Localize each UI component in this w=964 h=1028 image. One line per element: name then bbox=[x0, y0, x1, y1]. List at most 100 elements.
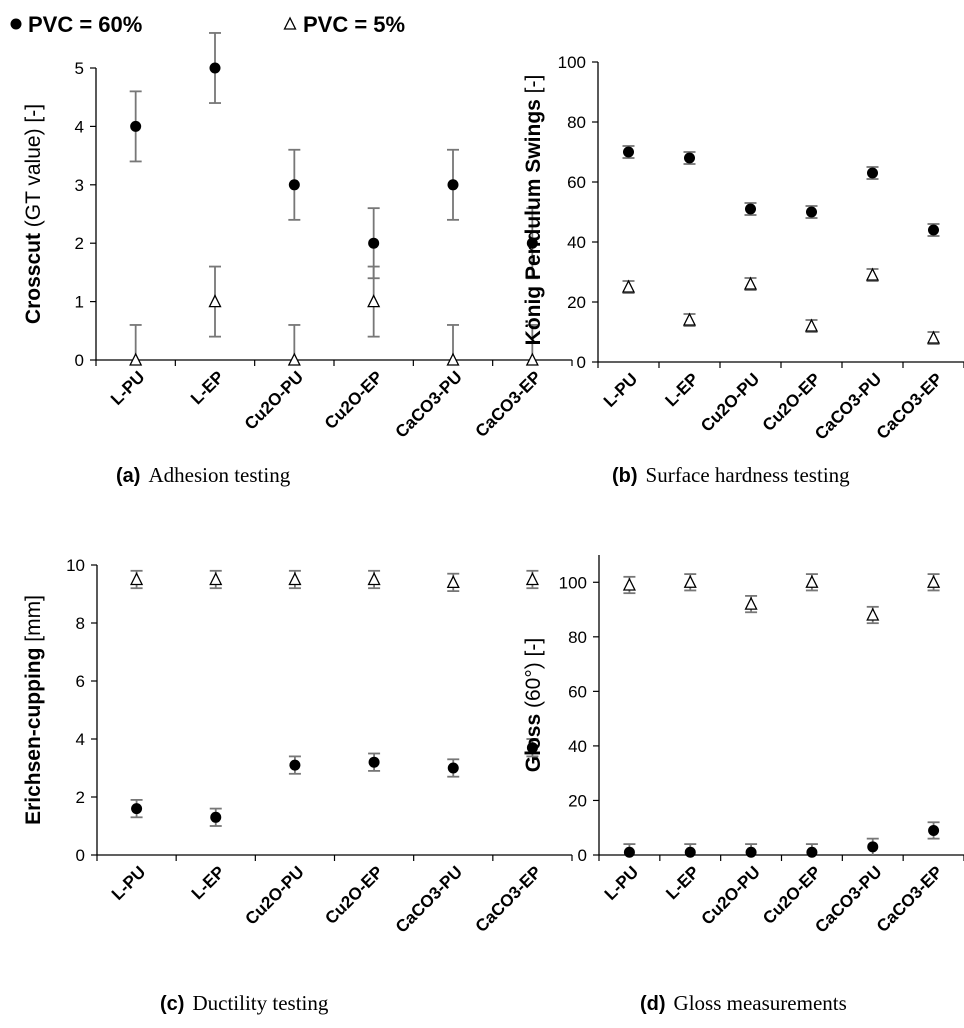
x-tick-label: CaCO3-EP bbox=[472, 862, 546, 936]
y-tick-label: 40 bbox=[567, 233, 586, 252]
data-point-circle bbox=[684, 152, 695, 164]
y-tick-label: 5 bbox=[75, 59, 84, 78]
legend-label-pvc-5: PVC = 5% bbox=[303, 12, 405, 37]
data-point-circle bbox=[623, 146, 634, 158]
data-point-triangle bbox=[208, 294, 222, 308]
data-point-circle bbox=[806, 206, 817, 218]
y-axis-label: König Pendulum Swings [-] bbox=[522, 75, 545, 346]
x-tick-label: L-PU bbox=[600, 369, 641, 410]
y-tick-label: 8 bbox=[76, 614, 85, 633]
data-point-circle bbox=[209, 62, 221, 74]
y-tick-label: 100 bbox=[558, 53, 586, 72]
data-point-triangle bbox=[367, 572, 381, 586]
data-point-circle bbox=[745, 203, 756, 215]
data-point-circle bbox=[684, 846, 696, 858]
data-point-triangle bbox=[866, 607, 880, 621]
x-tick-label: Cu2O-EP bbox=[759, 862, 825, 928]
data-point-triangle bbox=[865, 267, 880, 281]
x-tick-label: L-EP bbox=[187, 367, 228, 408]
panel-caption-letter: (c) bbox=[160, 993, 184, 1015]
panel-caption: (b) Surface hardness testing bbox=[612, 463, 850, 487]
data-point-triangle bbox=[525, 352, 539, 366]
series-pvc-60 bbox=[130, 738, 539, 827]
data-point-triangle bbox=[129, 352, 143, 366]
data-point-circle bbox=[131, 803, 143, 815]
panel-caption: (d) Gloss measurements bbox=[640, 991, 847, 1015]
x-tick-label: Cu2O-EP bbox=[321, 367, 387, 433]
data-point-triangle bbox=[926, 330, 941, 344]
data-point-triangle bbox=[525, 572, 539, 586]
y-axis-label: Gloss (60°) [-] bbox=[522, 638, 545, 772]
data-point-triangle bbox=[743, 276, 758, 290]
y-axis-label-main: König Pendulum Swings bbox=[522, 99, 545, 345]
panel-caption-text: Gloss measurements bbox=[674, 991, 847, 1015]
series-pvc-5 bbox=[129, 265, 539, 366]
y-axis-label: Erichsen-cupping [mm] bbox=[22, 595, 45, 825]
panel-caption-text: Ductility testing bbox=[192, 991, 328, 1015]
y-axis-label-unit: (GT value) [-] bbox=[22, 104, 45, 233]
data-point-triangle bbox=[130, 572, 144, 586]
panel-caption-letter: (a) bbox=[116, 465, 140, 487]
y-tick-label: 2 bbox=[76, 788, 85, 807]
x-tick-label: L-PU bbox=[107, 367, 148, 408]
data-point-circle bbox=[210, 811, 222, 823]
y-tick-label: 10 bbox=[66, 556, 85, 575]
panel-caption-text: Adhesion testing bbox=[148, 463, 290, 487]
y-tick-label: 3 bbox=[75, 176, 84, 195]
y-tick-label: 0 bbox=[578, 846, 587, 865]
panel-caption-letter: (d) bbox=[640, 993, 666, 1015]
y-axis-label-main: Gloss bbox=[522, 714, 545, 772]
data-point-triangle bbox=[288, 572, 302, 586]
data-point-triangle bbox=[367, 294, 381, 308]
y-tick-label: 40 bbox=[568, 737, 587, 756]
data-point-triangle bbox=[804, 318, 819, 332]
y-tick-label: 80 bbox=[567, 113, 586, 132]
data-point-circle bbox=[130, 120, 142, 132]
y-tick-label: 0 bbox=[75, 351, 84, 370]
y-tick-label: 4 bbox=[76, 730, 85, 749]
data-point-triangle bbox=[446, 352, 460, 366]
y-tick-label: 80 bbox=[568, 628, 587, 647]
series-pvc-60 bbox=[623, 821, 940, 858]
y-tick-label: 60 bbox=[567, 173, 586, 192]
y-tick-label: 4 bbox=[75, 117, 84, 136]
data-point-triangle bbox=[744, 596, 758, 610]
data-point-circle bbox=[447, 179, 459, 191]
x-tick-label: Cu2O-PU bbox=[698, 862, 764, 928]
data-point-triangle bbox=[682, 312, 697, 326]
y-axis-label-main: Erichsen-cupping bbox=[22, 648, 45, 825]
x-tick-label: L-PU bbox=[601, 862, 642, 903]
data-point-circle bbox=[447, 762, 459, 774]
y-axis-label: Crosscut (GT value) [-] bbox=[22, 104, 45, 324]
x-tick-label: L-EP bbox=[662, 862, 703, 903]
data-point-triangle bbox=[446, 574, 460, 589]
x-tick-label: CaCO3-EP bbox=[873, 862, 947, 936]
data-point-circle bbox=[806, 846, 818, 858]
panel-caption-letter: (b) bbox=[612, 465, 638, 487]
series-pvc-5 bbox=[622, 573, 941, 625]
x-tick-label: CaCO3-EP bbox=[472, 367, 546, 441]
y-axis-label-unit: [mm] bbox=[22, 595, 45, 648]
data-point-triangle bbox=[287, 352, 301, 366]
data-point-circle bbox=[288, 179, 300, 191]
y-tick-label: 0 bbox=[577, 353, 586, 372]
panel-caption: (a) Adhesion testing bbox=[116, 463, 291, 487]
series-pvc-60 bbox=[129, 32, 539, 280]
legend-marker-circle bbox=[10, 18, 22, 30]
series-pvc-60 bbox=[622, 145, 940, 237]
chart-panel-a: 0 1 2 3 4 5 L-PU L-EP Cu2O-PU Cu2O-EP CaCO3-PU CaCO… bbox=[22, 32, 573, 487]
x-tick-label: L-PU bbox=[108, 862, 149, 903]
x-tick-label: L-EP bbox=[188, 862, 229, 903]
y-tick-label: 20 bbox=[568, 791, 587, 810]
y-tick-label: 6 bbox=[76, 672, 85, 691]
y-axis-label-unit: (60°) [-] bbox=[522, 638, 545, 714]
y-tick-label: 1 bbox=[75, 293, 84, 312]
y-tick-label: 100 bbox=[559, 573, 587, 592]
data-point-circle bbox=[526, 237, 538, 249]
series-pvc-5 bbox=[130, 569, 539, 592]
data-point-circle bbox=[745, 846, 757, 858]
data-point-circle bbox=[368, 237, 380, 249]
